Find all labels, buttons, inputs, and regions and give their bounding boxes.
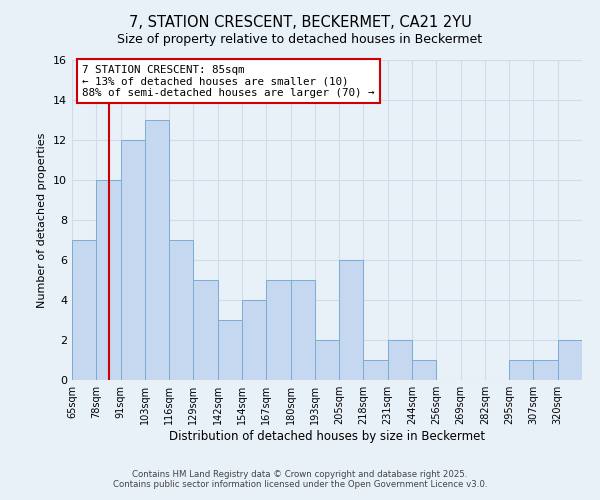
Bar <box>266 280 290 380</box>
Bar <box>388 340 412 380</box>
Bar <box>218 320 242 380</box>
Bar <box>72 240 96 380</box>
Bar <box>533 360 558 380</box>
Text: Contains HM Land Registry data © Crown copyright and database right 2025.
Contai: Contains HM Land Registry data © Crown c… <box>113 470 487 489</box>
Text: 7 STATION CRESCENT: 85sqm
← 13% of detached houses are smaller (10)
88% of semi-: 7 STATION CRESCENT: 85sqm ← 13% of detac… <box>82 65 374 98</box>
Bar <box>509 360 533 380</box>
Bar <box>96 180 121 380</box>
Text: Size of property relative to detached houses in Beckermet: Size of property relative to detached ho… <box>118 32 482 46</box>
Text: 7, STATION CRESCENT, BECKERMET, CA21 2YU: 7, STATION CRESCENT, BECKERMET, CA21 2YU <box>128 15 472 30</box>
Bar <box>412 360 436 380</box>
Bar <box>364 360 388 380</box>
Bar <box>145 120 169 380</box>
Bar <box>121 140 145 380</box>
Bar <box>315 340 339 380</box>
Bar <box>169 240 193 380</box>
Bar <box>242 300 266 380</box>
X-axis label: Distribution of detached houses by size in Beckermet: Distribution of detached houses by size … <box>169 430 485 443</box>
Bar <box>193 280 218 380</box>
Bar <box>339 260 364 380</box>
Y-axis label: Number of detached properties: Number of detached properties <box>37 132 47 308</box>
Bar <box>290 280 315 380</box>
Bar <box>558 340 582 380</box>
